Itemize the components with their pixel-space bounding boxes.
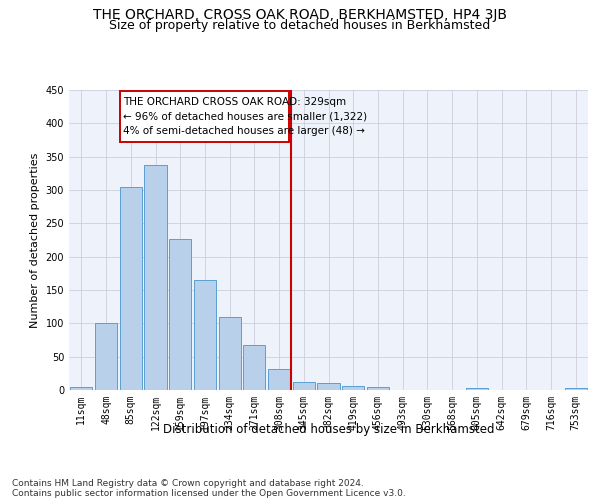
Text: Size of property relative to detached houses in Berkhamsted: Size of property relative to detached ho…: [109, 19, 491, 32]
Bar: [466, 388, 488, 390]
Bar: [317, 382, 340, 390]
Bar: [169, 240, 191, 390]
Bar: [293, 382, 315, 390]
Bar: [119, 186, 142, 390]
Bar: [194, 280, 216, 390]
Bar: [268, 368, 290, 390]
FancyBboxPatch shape: [119, 92, 289, 142]
Bar: [145, 166, 167, 390]
Y-axis label: Number of detached properties: Number of detached properties: [30, 152, 40, 328]
Text: Contains public sector information licensed under the Open Government Licence v3: Contains public sector information licen…: [12, 488, 406, 498]
Bar: [367, 386, 389, 390]
Text: Distribution of detached houses by size in Berkhamsted: Distribution of detached houses by size …: [163, 422, 494, 436]
Bar: [565, 388, 587, 390]
Bar: [95, 324, 117, 390]
Text: THE ORCHARD CROSS OAK ROAD: 329sqm
← 96% of detached houses are smaller (1,322)
: THE ORCHARD CROSS OAK ROAD: 329sqm ← 96%…: [124, 97, 367, 136]
Bar: [70, 386, 92, 390]
Text: THE ORCHARD, CROSS OAK ROAD, BERKHAMSTED, HP4 3JB: THE ORCHARD, CROSS OAK ROAD, BERKHAMSTED…: [93, 8, 507, 22]
Bar: [218, 318, 241, 390]
Bar: [342, 386, 364, 390]
Text: Contains HM Land Registry data © Crown copyright and database right 2024.: Contains HM Land Registry data © Crown c…: [12, 478, 364, 488]
Bar: [243, 344, 265, 390]
